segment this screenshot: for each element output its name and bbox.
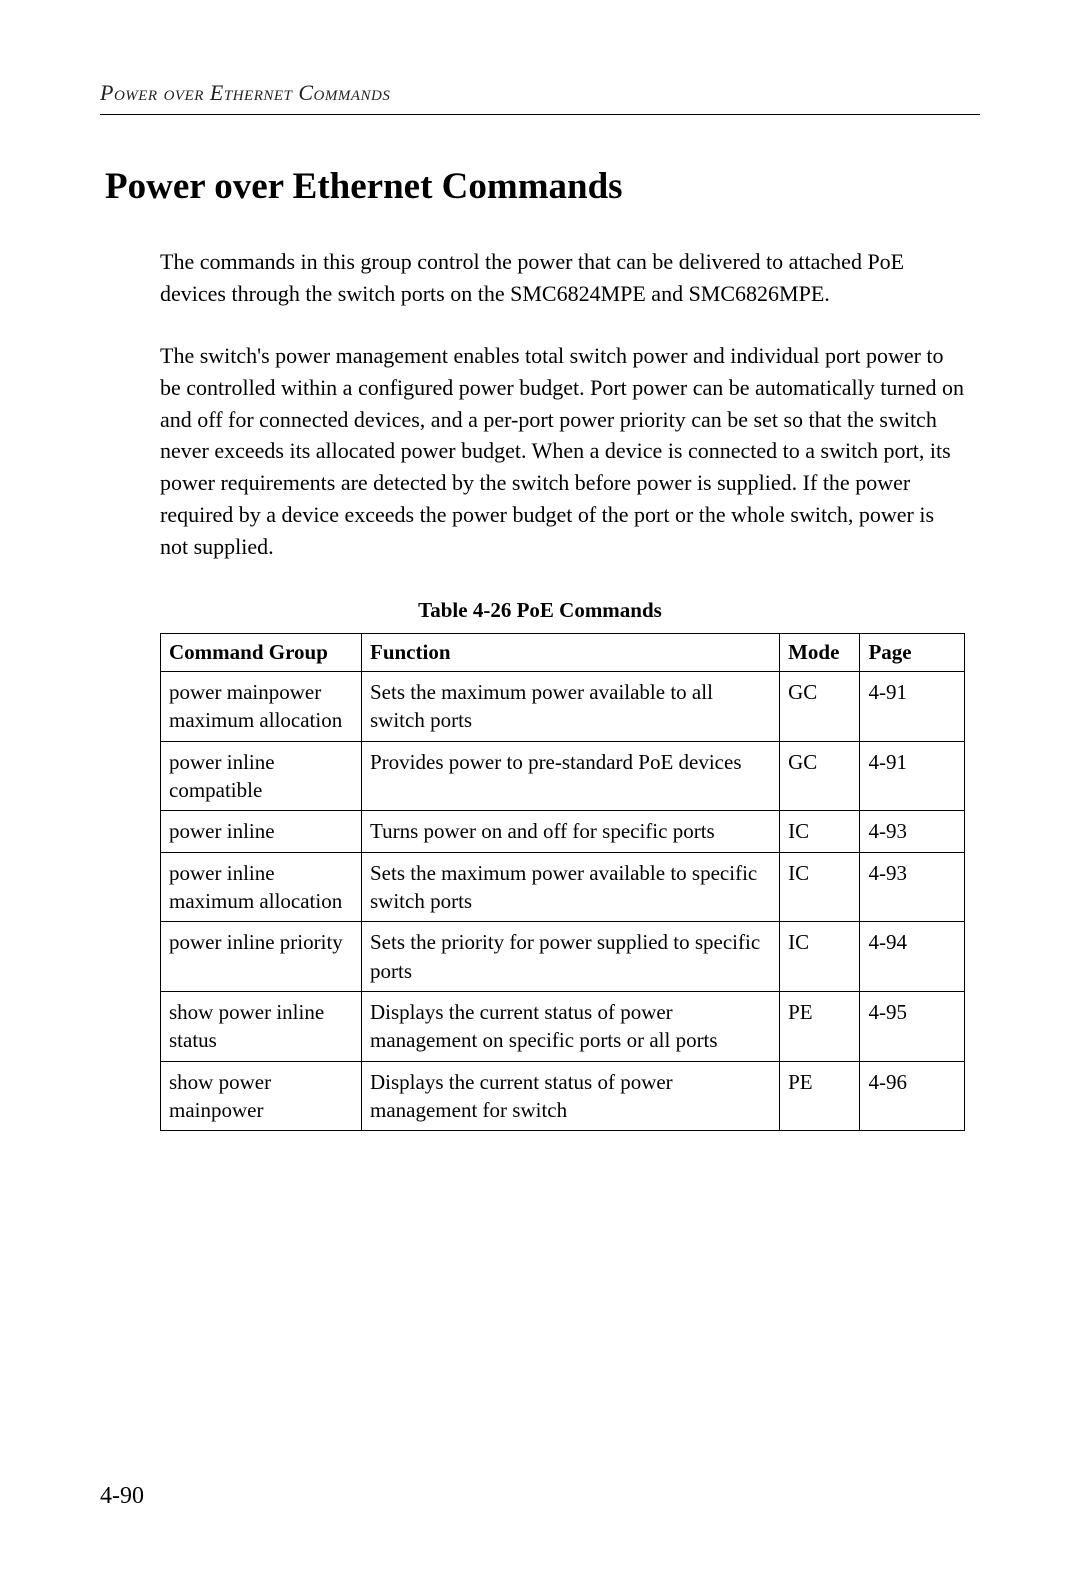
cell-function: Sets the priority for power supplied to … [362,922,780,992]
cell-command: power inline priority [161,922,362,992]
table-row: show power mainpower Displays the curren… [161,1061,965,1131]
table-row: power mainpower maximum allocation Sets … [161,672,965,742]
cell-function: Sets the maximum power available to spec… [362,852,780,922]
cell-mode: GC [780,672,860,742]
header-function: Function [362,634,780,672]
cell-page: 4-91 [860,741,965,811]
cell-page: 4-96 [860,1061,965,1131]
intro-paragraph-1: The commands in this group control the p… [160,246,965,310]
table-caption: Table 4-26 PoE Commands [100,598,980,623]
cell-function: Provides power to pre-standard PoE devic… [362,741,780,811]
cell-command: power inline maximum allocation [161,852,362,922]
cell-mode: IC [780,922,860,992]
poe-commands-table: Command Group Function Mode Page power m… [160,633,965,1131]
section-title: Power over Ethernet Commands [105,165,980,208]
table-row: power inline priority Sets the priority … [161,922,965,992]
cell-command: show power mainpower [161,1061,362,1131]
cell-page: 4-93 [860,811,965,852]
page-number: 4-90 [100,1483,144,1510]
cell-page: 4-95 [860,992,965,1062]
cell-mode: IC [780,811,860,852]
cell-function: Sets the maximum power available to all … [362,672,780,742]
cell-mode: PE [780,992,860,1062]
table-header-row: Command Group Function Mode Page [161,634,965,672]
cell-command: power mainpower maximum allocation [161,672,362,742]
cell-mode: IC [780,852,860,922]
header-mode: Mode [780,634,860,672]
cell-page: 4-93 [860,852,965,922]
cell-page: 4-91 [860,672,965,742]
header-page: Page [860,634,965,672]
cell-function: Turns power on and off for specific port… [362,811,780,852]
cell-function: Displays the current status of power man… [362,1061,780,1131]
cell-mode: PE [780,1061,860,1131]
intro-paragraph-2: The switch's power management enables to… [160,340,965,563]
header-command: Command Group [161,634,362,672]
table-row: power inline compatible Provides power t… [161,741,965,811]
cell-function: Displays the current status of power man… [362,992,780,1062]
cell-command: power inline [161,811,362,852]
cell-command: show power inline status [161,992,362,1062]
cell-command: power inline compatible [161,741,362,811]
table-row: show power inline status Displays the cu… [161,992,965,1062]
header-rule [100,114,980,115]
table-row: power inline Turns power on and off for … [161,811,965,852]
cell-mode: GC [780,741,860,811]
cell-page: 4-94 [860,922,965,992]
table-row: power inline maximum allocation Sets the… [161,852,965,922]
running-header: Power over Ethernet Commands [100,80,980,106]
